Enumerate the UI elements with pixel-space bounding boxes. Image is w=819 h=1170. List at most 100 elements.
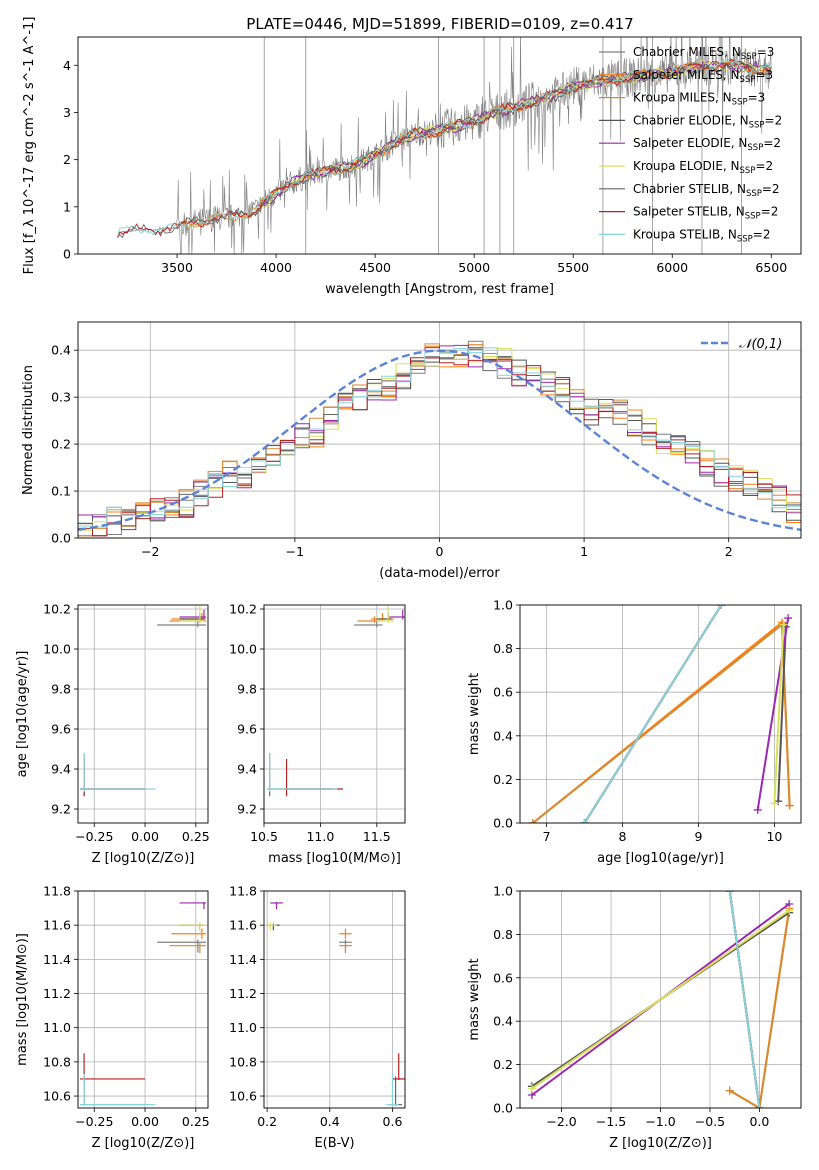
legend-label: Salpeter STELIB, NSSP=2 xyxy=(633,205,778,222)
x-tick-label: 10.5 xyxy=(250,829,278,844)
weight-marker-2 xyxy=(725,1086,734,1095)
spectrum-panel: 3500 4000 4500 5000 5500 6000 6500 0 1 2 3 4 wavelen… xyxy=(22,17,802,297)
y-tick-label: 9.2 xyxy=(237,802,257,817)
weight-line-8 xyxy=(728,891,761,1108)
age_vs_Z-frame xyxy=(77,604,209,824)
legend-label: Kroupa ELODIE, NSSP=2 xyxy=(633,159,773,176)
y-tick-label: 11.8 xyxy=(43,884,71,899)
y-tick-label: 0.1 xyxy=(51,484,71,499)
weight-line-8 xyxy=(583,605,723,823)
x-tick-label: −0.25 xyxy=(75,829,113,844)
y-tick-label: 1.0 xyxy=(493,884,513,899)
weight-marker-5 xyxy=(785,906,794,915)
histogram-step-7 xyxy=(78,357,801,537)
x-tick-label: 7 xyxy=(543,829,551,844)
age_vs_mass-plot-area xyxy=(267,606,405,797)
x-tick-label: 0 xyxy=(436,544,444,559)
y-tick-label: 11.4 xyxy=(229,952,257,967)
y-tick-label: 10.6 xyxy=(43,1089,71,1104)
x-tick-label: 0.25 xyxy=(182,829,210,844)
legend-label: Kroupa MILES, NSSP=3 xyxy=(633,91,765,108)
model-line-8 xyxy=(117,59,772,236)
y-tick-label: 0.0 xyxy=(493,816,513,831)
x-tick-label: 0.25 xyxy=(182,1114,210,1129)
y-axis-label: mass [log10(M/M⊙)] xyxy=(15,933,30,1066)
x-axis-label: mass [log10(M/M⊙)] xyxy=(268,851,401,866)
y-tick-label: 9.6 xyxy=(237,722,257,737)
normal-curve xyxy=(78,349,801,531)
mass_vs_Z-panel: −0.25 0.00 0.25 10.6 10.8 11.0 11.2 11.4 11.6 11.… xyxy=(15,884,210,1152)
weight-marker-5 xyxy=(527,1084,536,1093)
mass_vs_Z-frame xyxy=(77,890,209,1109)
y-tick-label: 11.2 xyxy=(229,986,257,1001)
y-tick-label: 0.6 xyxy=(493,970,513,985)
spectrum-plot-area xyxy=(117,37,772,254)
residuals-plot-area xyxy=(78,340,801,537)
x-tick-label: −1 xyxy=(286,544,304,559)
y-tick-label: 1.0 xyxy=(493,598,513,613)
x-tick-label: 0.0 xyxy=(749,1114,769,1129)
y-tick-label: 11.6 xyxy=(43,918,71,933)
weight-marker-5 xyxy=(770,799,779,808)
y-axis-label: Flux [f_λ 10^-17 erg cm^-2 s^-1 A^-1] xyxy=(22,17,37,275)
x-axis-label: Z [log10(Z/Z⊙)] xyxy=(609,1136,712,1151)
y-tick-label: 9.4 xyxy=(51,762,71,777)
y-tick-label: 11.0 xyxy=(43,1020,71,1035)
x-tick-label: 3500 xyxy=(161,260,193,275)
weight-line-2 xyxy=(729,910,791,1108)
y-tick-label: 0.0 xyxy=(51,531,71,546)
model-line-6 xyxy=(117,60,772,239)
mass_vs_ebv-frame xyxy=(263,890,406,1109)
x-axis-label: Z [log10(Z/Z⊙)] xyxy=(92,851,195,866)
y-tick-label: 2 xyxy=(63,152,71,167)
x-tick-label: −1.0 xyxy=(645,1114,675,1129)
y-tick-label: 10.8 xyxy=(229,1054,257,1069)
y-tick-label: 4 xyxy=(63,58,71,73)
y-axis-label: mass weight xyxy=(467,958,482,1040)
age_vs_mass-panel: 10.5 11.0 11.5 9.2 9.4 9.6 9.8 10.0 10.2 mass [lo… xyxy=(229,602,406,866)
residuals-panel: −2 −1 0 1 2 0.0 0.1 0.2 0.3 0.4 (data-model)/error… xyxy=(21,321,802,581)
spectrum-frame xyxy=(77,36,802,255)
age_vs_Z-plot-area xyxy=(80,606,206,797)
weight_vs_age-panel: 7 8 9 10 0.0 0.2 0.4 0.6 0.8 1.0 age [log10(age/yr… xyxy=(467,598,802,866)
legend-label: Salpeter ELODIE, NSSP=2 xyxy=(633,136,781,153)
histogram-step-6 xyxy=(78,348,801,537)
x-tick-label: −1.5 xyxy=(596,1114,626,1129)
y-tick-label: 11.4 xyxy=(43,952,71,967)
x-tick-label: 6500 xyxy=(755,260,787,275)
x-tick-label: 0.00 xyxy=(131,829,159,844)
y-tick-label: 0.0 xyxy=(493,1101,513,1116)
y-tick-label: 0.2 xyxy=(493,772,513,787)
x-tick-label: 0.6 xyxy=(383,1114,403,1129)
y-tick-label: 0.8 xyxy=(493,927,513,942)
weight-line-5 xyxy=(773,624,785,804)
y-tick-label: 9.4 xyxy=(237,762,257,777)
y-tick-label: 11.2 xyxy=(43,986,71,1001)
mass_vs_Z-plot-area xyxy=(80,901,206,1106)
y-tick-label: 3 xyxy=(63,105,71,120)
y-tick-label: 10.2 xyxy=(43,602,71,617)
x-tick-label: 11.0 xyxy=(306,829,334,844)
y-axis-label: Normed distribution xyxy=(21,365,36,495)
x-tick-label: 6000 xyxy=(656,260,688,275)
weight-marker-2 xyxy=(785,801,794,810)
legend-label: Chabrier MILES, NSSP=3 xyxy=(633,45,774,62)
x-tick-label: 8 xyxy=(619,829,627,844)
weight-marker-8 xyxy=(755,1104,764,1108)
y-tick-label: 0.4 xyxy=(493,728,513,743)
y-tick-label: 10.2 xyxy=(229,602,257,617)
y-tick-label: 0.8 xyxy=(493,641,513,656)
figure-title: PLATE=0446, MJD=51899, FIBERID=0109, z=0… xyxy=(246,15,633,33)
x-tick-label: 0.4 xyxy=(320,1114,340,1129)
weight-marker-4 xyxy=(753,805,762,814)
x-axis-label: age [log10(age/yr)] xyxy=(597,851,724,866)
x-tick-label: −2.0 xyxy=(546,1114,576,1129)
y-tick-label: 9.2 xyxy=(51,802,71,817)
legend-label: Chabrier ELODIE, NSSP=2 xyxy=(633,113,782,130)
model-line-5 xyxy=(256,59,770,210)
mass_vs_ebv-plot-area xyxy=(264,901,405,1106)
y-tick-label: 0.4 xyxy=(493,1014,513,1029)
x-tick-label: 5000 xyxy=(458,260,490,275)
y-tick-label: 11.0 xyxy=(229,1020,257,1035)
x-axis-label: E(B-V) xyxy=(314,1136,354,1151)
